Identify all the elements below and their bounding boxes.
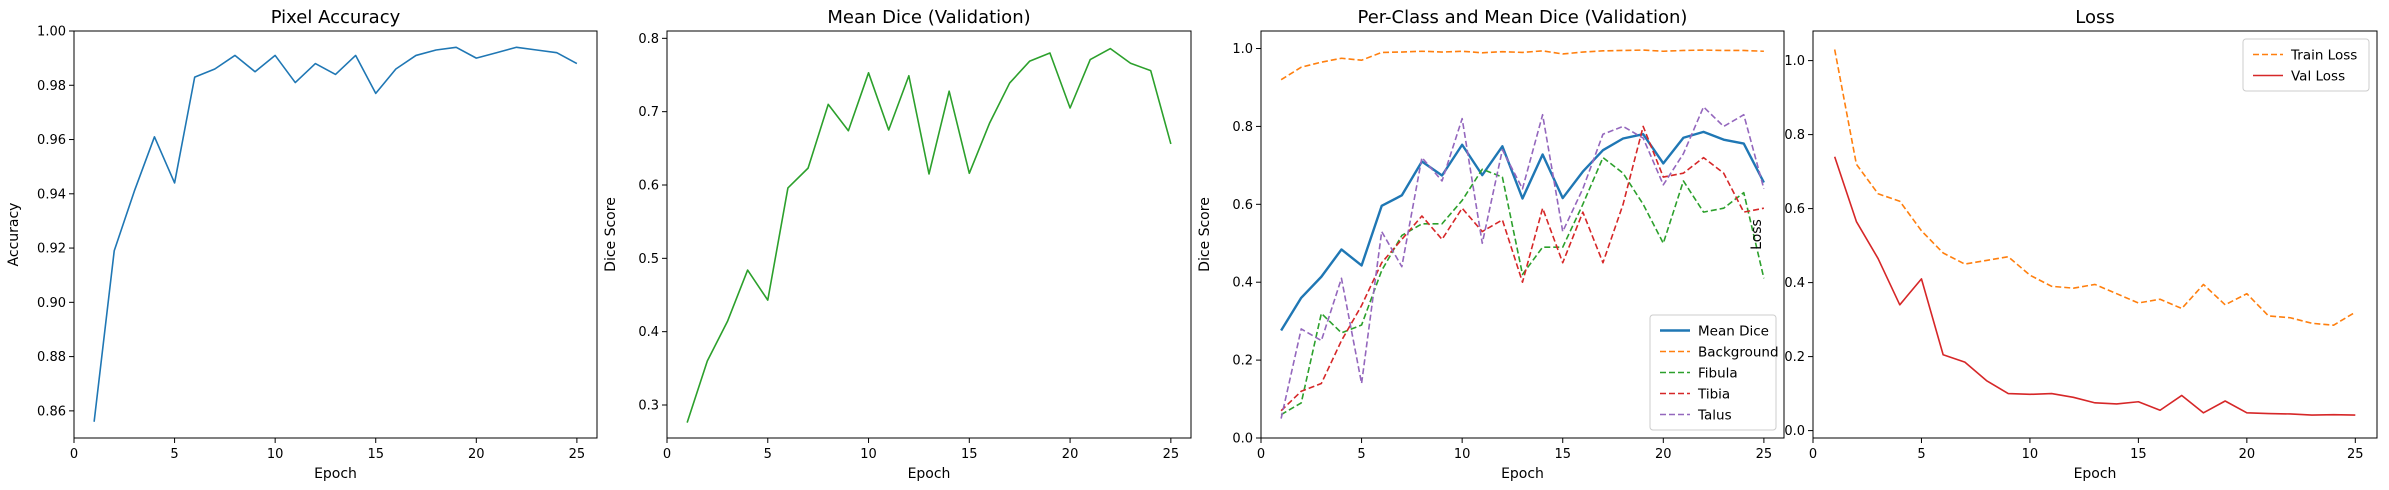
- pixel-accuracy-axes-frame: [73, 30, 598, 439]
- x-tick-label: 15: [367, 447, 384, 462]
- x-tick-label: 0: [1809, 447, 1817, 462]
- x-tick-label: 0: [663, 447, 671, 462]
- legend-label: Talus: [1697, 408, 1732, 424]
- x-tick-label: 0: [1257, 447, 1265, 462]
- loss-legend: Train Loss Val Loss: [2242, 38, 2370, 92]
- background-line: [1280, 49, 1764, 81]
- per-class-dice-title: Per-Class and Mean Dice (Validation): [1358, 7, 1688, 28]
- per-class-dice-chart: Per-Class and Mean Dice (Validation) 0 5 10…: [1197, 7, 1785, 482]
- x-tick-label: 25: [1163, 447, 1180, 462]
- x-tick-label: 10: [2022, 447, 2039, 462]
- y-tick-label: 0.86: [37, 404, 66, 419]
- loss-series-group: [1833, 49, 2356, 416]
- y-tick-label: 0.7: [638, 105, 659, 120]
- x-tick-label: 15: [2130, 447, 2147, 462]
- y-tick-label: 0.90: [37, 296, 66, 311]
- x-tick-label: 5: [764, 447, 772, 462]
- per-class-dice-xlabel: Epoch: [1501, 466, 1544, 482]
- x-tick-label: 20: [2239, 447, 2256, 462]
- y-tick-label: 0.94: [37, 187, 66, 202]
- legend-frame: [2242, 38, 2370, 92]
- loss-ylabel: Loss: [1749, 219, 1765, 250]
- pixel-accuracy-line: [93, 46, 578, 422]
- y-tick-label: 0.2: [1232, 354, 1253, 369]
- pixel-accuracy-title: Pixel Accuracy: [271, 7, 401, 28]
- mean-dice-xlabel: Epoch: [908, 466, 951, 482]
- loss-chart: Loss 0 5 10 15 20 25 0.0 0.2 0.4 0.6 0.8 1.0 Epoch Los…: [1749, 7, 2378, 482]
- pixel-accuracy-xlabel: Epoch: [314, 466, 357, 482]
- x-tick-label: 20: [1062, 447, 1079, 462]
- mean-dice-chart: Mean Dice (Validation) 0 5 10 15 20 25 0.3 0.4 0.…: [603, 7, 1192, 482]
- y-tick-label: 0.0: [1784, 424, 1805, 439]
- x-tick-label: 20: [468, 447, 485, 462]
- x-tick-label: 5: [170, 447, 178, 462]
- y-tick-label: 0.4: [1784, 276, 1805, 291]
- y-tick-label: 0.8: [1232, 120, 1253, 135]
- per-class-dice-legend: Mean Dice Background Fibula Tibia Talus: [1649, 314, 1779, 431]
- x-tick-label: 10: [1454, 447, 1471, 462]
- pixel-accuracy-series-group: [93, 46, 578, 422]
- loss-title: Loss: [2075, 7, 2114, 28]
- x-tick-label: 25: [1756, 447, 1773, 462]
- per-class-dice-ylabel: Dice Score: [1197, 197, 1213, 272]
- y-tick-label: 0.88: [37, 350, 66, 365]
- x-tick-label: 10: [267, 447, 284, 462]
- mean-dice-title: Mean Dice (Validation): [827, 7, 1030, 28]
- pixel-accuracy-ylabel: Accuracy: [6, 203, 22, 267]
- y-tick-label: 0.96: [37, 133, 66, 148]
- x-tick-label: 15: [961, 447, 978, 462]
- pixel-accuracy-chart: Pixel Accuracy 0 5 10 15 20 25 0.86 0.88 0.90 0.92…: [6, 7, 598, 482]
- y-tick-label: 0.98: [37, 79, 66, 94]
- y-tick-label: 0.8: [1784, 128, 1805, 143]
- x-tick-label: 25: [2347, 447, 2364, 462]
- legend-label: Fibula: [1698, 366, 1738, 382]
- legend-frame: [1649, 314, 1777, 431]
- y-tick-label: 0.6: [1784, 202, 1805, 217]
- x-tick-label: 5: [1917, 447, 1925, 462]
- x-tick-label: 10: [860, 447, 877, 462]
- y-tick-label: 0.0: [1232, 432, 1253, 447]
- mean-dice-line: [686, 47, 1172, 423]
- y-tick-label: 1.00: [37, 25, 66, 40]
- loss-axes-frame: [1812, 30, 2378, 439]
- legend-label: Tibia: [1697, 387, 1730, 403]
- legend-label: Background: [1698, 345, 1779, 361]
- x-tick-label: 15: [1554, 447, 1571, 462]
- y-tick-label: 0.5: [638, 252, 659, 267]
- x-tick-label: 25: [569, 447, 586, 462]
- y-tick-label: 0.8: [638, 32, 659, 47]
- x-tick-label: 5: [1357, 447, 1365, 462]
- y-tick-label: 1.0: [1232, 42, 1253, 57]
- y-tick-label: 0.6: [1232, 198, 1253, 213]
- mean-dice-axes-frame: [666, 30, 1192, 439]
- x-tick-label: 0: [70, 447, 78, 462]
- y-tick-label: 0.6: [638, 179, 659, 194]
- x-tick-label: 20: [1655, 447, 1672, 462]
- per-class-dice-series-group: [1280, 49, 1765, 419]
- y-tick-label: 0.4: [638, 325, 659, 340]
- legend-label: Train Loss: [2290, 48, 2357, 64]
- y-tick-label: 0.2: [1784, 350, 1805, 365]
- y-tick-label: 0.92: [37, 242, 66, 257]
- mean-dice-line: [1280, 130, 1765, 332]
- mean-dice-ylabel: Dice Score: [603, 197, 619, 272]
- y-tick-label: 0.4: [1232, 276, 1253, 291]
- mean-dice-series-group: [686, 47, 1172, 423]
- legend-label: Val Loss: [2291, 69, 2345, 85]
- per-class-dice-axes-frame: [1260, 30, 1785, 439]
- val-loss-line: [1833, 156, 2356, 416]
- legend-label: Mean Dice: [1698, 324, 1769, 340]
- y-tick-label: 0.3: [638, 399, 659, 414]
- y-tick-label: 1.0: [1784, 54, 1805, 69]
- loss-xlabel: Epoch: [2074, 466, 2117, 482]
